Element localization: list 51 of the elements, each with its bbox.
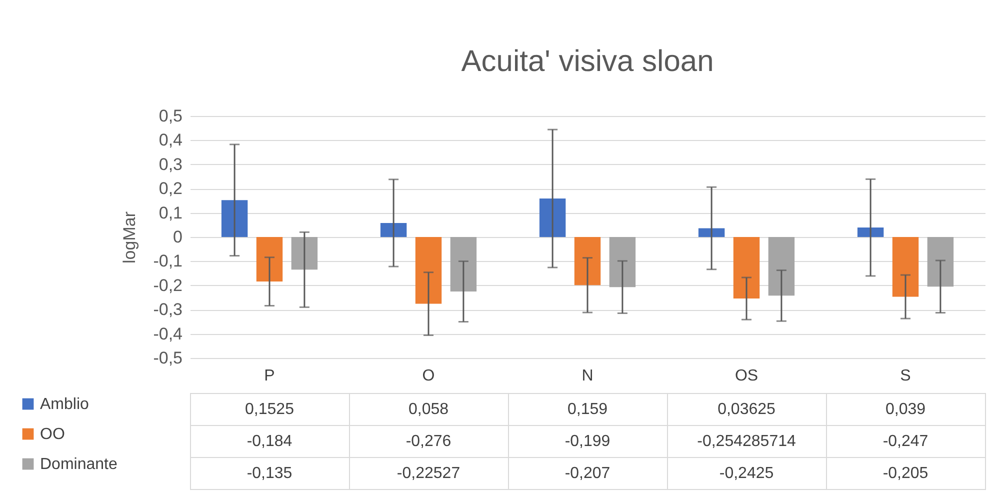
data-label: -0,276 [406, 433, 452, 450]
x-tick-label: O [422, 368, 435, 384]
data-label: -0,254285714 [697, 433, 796, 450]
bar [380, 222, 407, 237]
y-tick-label: 0,1 [158, 203, 182, 222]
data-label: 0,03625 [718, 401, 776, 418]
data-label: -0,205 [882, 465, 928, 482]
y-tick-label: -0,5 [153, 348, 182, 368]
y-tick-label: -0,4 [153, 324, 182, 344]
bar [291, 237, 318, 270]
bar [539, 198, 566, 237]
bar [698, 228, 725, 237]
data-label: 0,159 [567, 401, 608, 418]
bar [609, 237, 636, 288]
data-label: -0,199 [564, 433, 610, 450]
x-tick-label: S [900, 368, 911, 384]
bar [892, 237, 919, 297]
data-label: 0,1525 [245, 401, 294, 418]
y-tick-label: -0,1 [153, 252, 182, 271]
data-label: 0,039 [885, 401, 926, 418]
bar [768, 237, 795, 296]
bar [221, 200, 248, 237]
x-tick-label: OS [734, 368, 758, 384]
bar [450, 237, 477, 292]
legend-label: Dominante [40, 456, 118, 473]
data-label: -0,207 [564, 465, 610, 482]
data-label: 0,058 [408, 401, 449, 418]
bar [733, 237, 760, 299]
x-tick-label: P [264, 368, 275, 384]
bar [857, 228, 884, 237]
data-label: -0,135 [246, 465, 292, 482]
y-tick-label: -0,2 [153, 276, 182, 295]
y-tick-label: 0,2 [158, 179, 182, 198]
y-tick-label: 0,4 [158, 130, 182, 150]
bar [574, 237, 601, 286]
y-axis-title: logMar [120, 211, 140, 264]
x-tick-label: N [582, 368, 594, 384]
data-label: -0,247 [882, 433, 928, 450]
bar [927, 237, 954, 287]
data-label: -0,184 [246, 433, 292, 450]
y-tick-label: 0,5 [158, 106, 182, 126]
data-label: -0,2425 [719, 465, 774, 482]
y-tick-label: 0 [173, 228, 182, 246]
legend-label: Amblio [40, 396, 90, 413]
legend-label: OO [40, 426, 65, 443]
data-label: -0,22527 [396, 465, 460, 482]
bar [415, 237, 442, 304]
chart-title: Acuita' visiva sloan [461, 45, 714, 78]
y-tick-label: 0,3 [158, 154, 182, 174]
bar [256, 237, 283, 282]
y-tick-label: -0,3 [153, 300, 182, 320]
